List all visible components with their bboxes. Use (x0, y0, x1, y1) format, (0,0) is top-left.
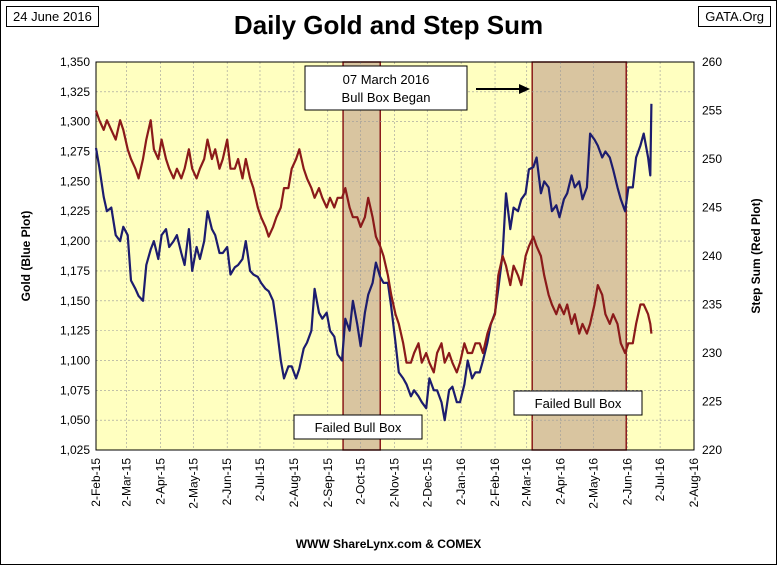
annotation-line-2: Bull Box Began (342, 90, 431, 105)
x-tick-label: 2-Feb-16 (488, 458, 502, 507)
y-left-tick-label: 1,300 (60, 115, 90, 129)
y-left-tick-label: 1,325 (60, 85, 90, 99)
y-right-tick-label: 255 (702, 104, 722, 118)
x-tick-label: 2-Feb-15 (89, 458, 103, 507)
box-label-text: Failed Bull Box (315, 420, 402, 435)
step-sum-series-line (94, 110, 653, 374)
x-tick-label: 2-Jul-15 (253, 458, 267, 502)
source-label: GATA.Org (698, 6, 771, 27)
x-ticks: 2-Feb-15 2-Mar-15 2-Apr-15 2-May-15 2-Jun-15… (89, 458, 701, 509)
annotation: 07 March 2016 Bull Box Began (304, 65, 530, 111)
y-right-tick-label: 240 (702, 249, 722, 263)
box-label-text: Failed Bull Box (535, 396, 622, 411)
x-tick-label: 2-Jul-16 (653, 458, 667, 502)
y-left-tick-label: 1,350 (60, 55, 90, 69)
y-left-tick-label: 1,100 (60, 353, 90, 367)
annotation-line-1: 07 March 2016 (343, 72, 430, 87)
y-right-tick-label: 260 (702, 55, 722, 69)
x-tick-label: 2-Oct-15 (354, 458, 368, 505)
y-left-tick-label: 1,125 (60, 324, 90, 338)
y-right-tick-label: 250 (702, 152, 722, 166)
annotation-arrow-head (519, 84, 530, 94)
y-axis-label-left: Gold (Blue Plot) (19, 211, 33, 302)
footer-credit: WWW ShareLynx.com & COMEX (295, 537, 482, 551)
y-axis-label-right: Step Sum (Red Plot) (749, 198, 763, 313)
y-left-tick-label: 1,200 (60, 234, 90, 248)
x-tick-label: 2-Aug-16 (687, 458, 701, 508)
bull-boxes (342, 61, 627, 451)
y-right-ticks: 220 225 230 235 240 245 250 255 260 (702, 55, 722, 457)
gold-series-line (94, 103, 653, 422)
y-left-ticks: 1,025 1,050 1,075 1,100 1,125 1,150 1,175 1,200… (60, 55, 90, 457)
box-label-frame (293, 414, 423, 440)
y-right-tick-label: 220 (702, 443, 722, 457)
x-tick-label: 2-Apr-16 (554, 458, 568, 505)
bull-box-2 (531, 61, 627, 451)
x-tick-label: 2-Mar-15 (120, 458, 134, 507)
x-tick-label: 2-Jun-15 (220, 458, 234, 506)
y-right-tick-label: 245 (702, 201, 722, 215)
x-tick-label: 2-Apr-15 (154, 458, 168, 505)
y-left-tick-label: 1,050 (60, 413, 90, 427)
x-tick-label: 2-Nov-15 (387, 458, 401, 508)
y-left-tick-label: 1,275 (60, 145, 90, 159)
y-left-tick-label: 1,225 (60, 204, 90, 218)
y-left-tick-label: 1,150 (60, 294, 90, 308)
x-tick-label: 2-Mar-16 (520, 458, 534, 507)
y-left-tick-label: 1,175 (60, 264, 90, 278)
box-labels: Failed Bull Box Failed Bull Box (293, 390, 643, 440)
x-tick-label: 2-May-16 (586, 458, 600, 509)
y-left-tick-label: 1,025 (60, 443, 90, 457)
plot-border (95, 61, 695, 451)
y-right-tick-label: 230 (702, 346, 722, 360)
x-tick-label: 2-Dec-15 (420, 458, 434, 508)
x-tick-label: 2-May-15 (186, 458, 200, 509)
y-right-tick-label: 235 (702, 298, 722, 312)
box-label-frame (513, 390, 643, 416)
y-right-tick-label: 225 (702, 395, 722, 409)
series-lines (94, 103, 653, 422)
y-left-tick-label: 1,075 (60, 383, 90, 397)
x-tick-label: 2-Jan-16 (454, 458, 468, 506)
y-left-tick-label: 1,250 (60, 174, 90, 188)
bull-box-1 (342, 61, 381, 451)
chart-title: Daily Gold and Step Sum (233, 10, 544, 40)
annotation-box (304, 65, 468, 111)
x-tick-label: 2-Jun-16 (620, 458, 634, 506)
date-label: 24 June 2016 (6, 6, 99, 27)
x-tick-label: 2-Sep-15 (321, 458, 335, 508)
x-tick-label: 2-Aug-15 (287, 458, 301, 508)
